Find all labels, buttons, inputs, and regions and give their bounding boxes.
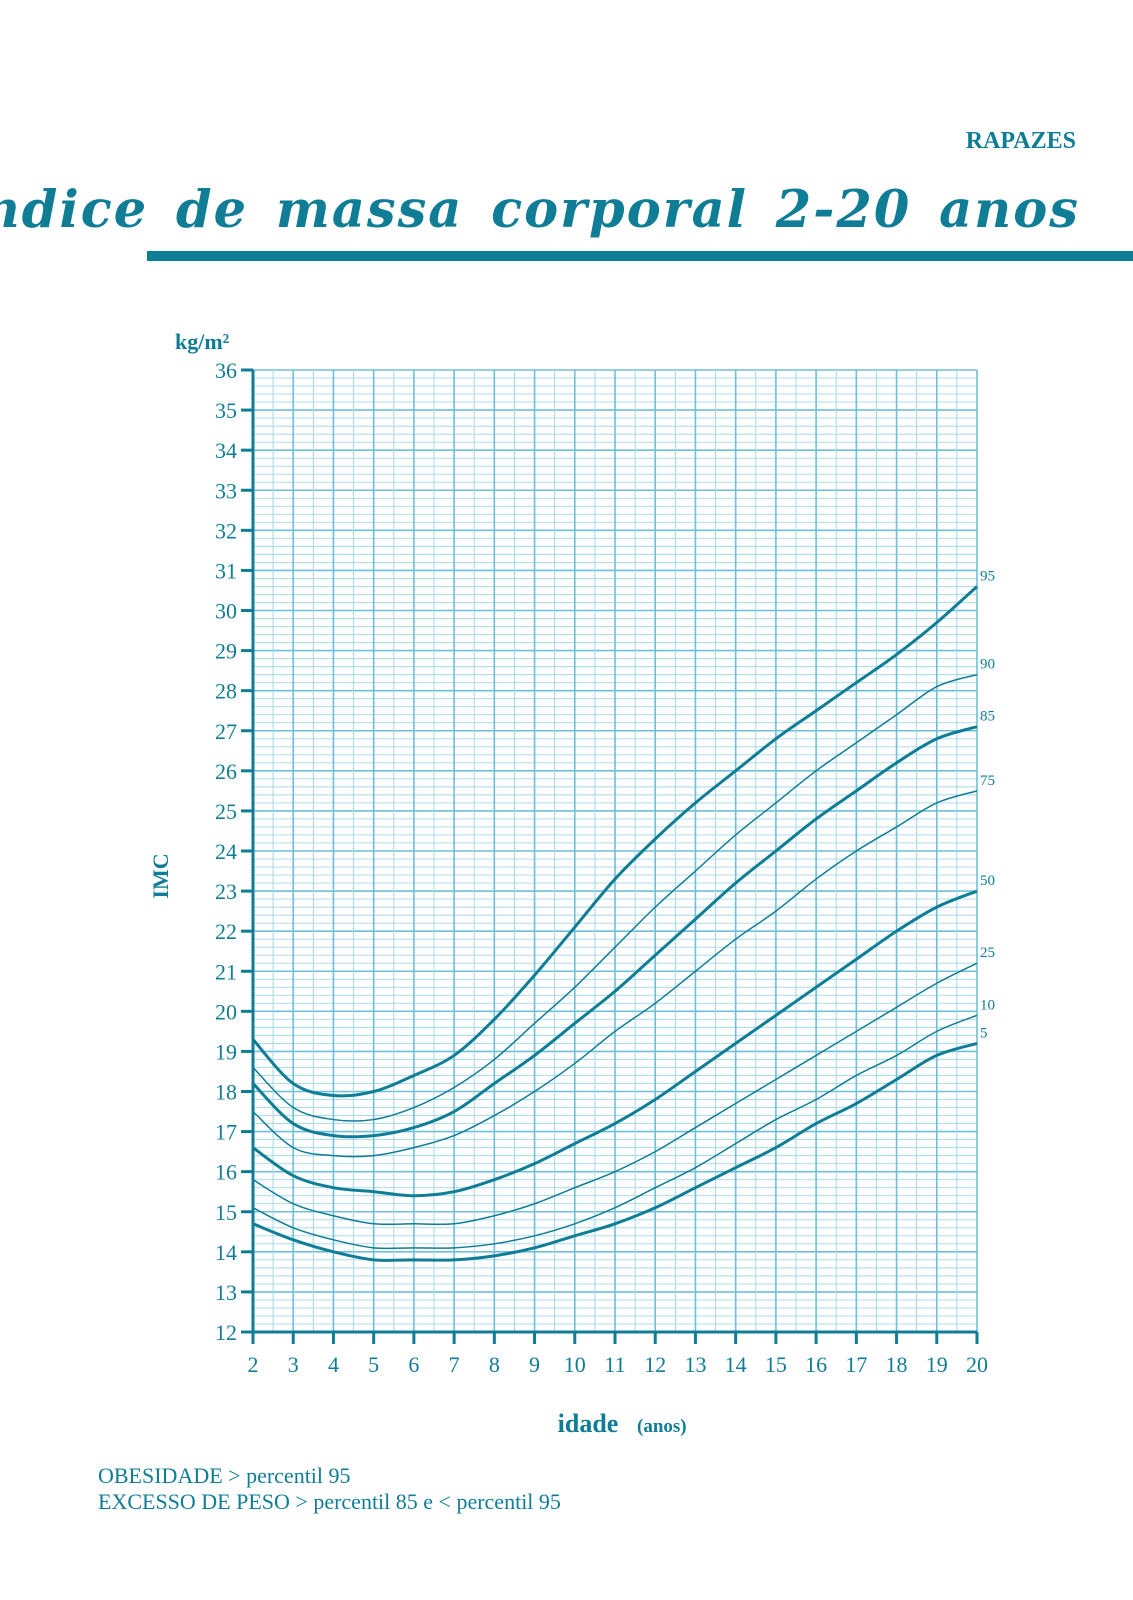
x-tick-label: 19 <box>926 1352 948 1377</box>
percentile-95-label: 95 <box>980 568 995 584</box>
percentile-5-label: 5 <box>980 1025 988 1041</box>
y-tick-label: 12 <box>215 1320 237 1345</box>
obesity-note: OBESIDADE > percentil 95 <box>98 1463 351 1488</box>
x-tick-label: 8 <box>489 1352 500 1377</box>
percentile-75-label: 75 <box>980 773 995 789</box>
y-tick-label: 34 <box>215 438 237 463</box>
y-tick-label: 20 <box>215 999 237 1024</box>
x-tick-label: 13 <box>684 1352 706 1377</box>
y-tick-label: 36 <box>215 358 237 383</box>
y-tick-label: 22 <box>215 919 237 944</box>
x-tick-label: 9 <box>529 1352 540 1377</box>
y-tick-label: 29 <box>215 639 237 664</box>
y-tick-label: 15 <box>215 1200 237 1225</box>
percentile-10-line <box>252 1014 978 1250</box>
x-tick-label: 15 <box>765 1352 787 1377</box>
chart-lines <box>251 585 979 1262</box>
x-tick-label: 3 <box>288 1352 299 1377</box>
y-tick-label: 21 <box>215 959 237 984</box>
y-tick-label: 27 <box>215 719 237 744</box>
x-tick-label: 10 <box>564 1352 586 1377</box>
overweight-note: EXCESSO DE PESO > percentil 85 e < perce… <box>98 1489 561 1514</box>
title-divider <box>147 251 1133 261</box>
percentile-90-line <box>252 673 978 1122</box>
y-tick-label: 32 <box>215 518 237 543</box>
y-tick-label: 23 <box>215 879 237 904</box>
percentile-25-line <box>252 962 978 1226</box>
x-tick-label: 20 <box>966 1352 988 1377</box>
y-tick-label: 25 <box>215 799 237 824</box>
y-tick-label: 14 <box>215 1240 237 1265</box>
percentile-75-line <box>252 790 978 1158</box>
y-tick-label: 13 <box>215 1280 237 1305</box>
y-tick-label: 33 <box>215 478 237 503</box>
x-tick-label: 12 <box>644 1352 666 1377</box>
percentile-50-label: 50 <box>980 873 995 889</box>
x-tick-label: 2 <box>248 1352 259 1377</box>
y-tick-label: 16 <box>215 1160 237 1185</box>
x-tick-label: 14 <box>725 1352 747 1377</box>
percentile-10-label: 10 <box>980 997 995 1013</box>
chart-title: índice de massa corporal 2-20 anos <box>0 180 1080 240</box>
y-tick-label: 24 <box>215 839 237 864</box>
y-tick-label: 30 <box>215 599 237 624</box>
chart-grid <box>252 369 978 1333</box>
x-tick-label: 5 <box>368 1352 379 1377</box>
y-tick-label: 17 <box>215 1120 237 1145</box>
percentile-25-label: 25 <box>980 945 995 961</box>
y-tick-label: 35 <box>215 398 237 423</box>
y-tick-label: 18 <box>215 1080 237 1105</box>
percentile-5-line <box>252 1041 978 1262</box>
x-tick-label: 7 <box>449 1352 460 1377</box>
percentile-85-label: 85 <box>980 709 995 725</box>
x-tick-label: 4 <box>328 1352 339 1377</box>
y-tick-label: 28 <box>215 679 237 704</box>
y-axis-unit: kg/m² <box>175 329 230 354</box>
x-tick-label: 11 <box>604 1352 625 1377</box>
y-tick-label: 19 <box>215 1039 237 1064</box>
y-axis-label: IMC <box>148 853 173 898</box>
x-axis-label: idade <box>558 1409 619 1438</box>
y-tick-label: 31 <box>215 558 237 583</box>
y-tick-label: 26 <box>215 759 237 784</box>
percentile-90-label: 90 <box>980 657 995 673</box>
x-axis-unit: (anos) <box>637 1416 687 1437</box>
percentile-85-line <box>251 725 978 1139</box>
percentile-50-line <box>252 889 978 1198</box>
x-tick-label: 17 <box>845 1352 867 1377</box>
x-tick-label: 16 <box>805 1352 827 1377</box>
x-tick-label: 18 <box>886 1352 908 1377</box>
chart-axes: 1213141516171819202122232425262728293031… <box>215 358 988 1377</box>
percentile-95-line <box>251 585 979 1098</box>
chart-labels: 95 90 85 75 50 25 10 5 <box>980 568 995 1041</box>
gender-label: RAPAZES <box>965 128 1076 154</box>
x-tick-label: 6 <box>408 1352 419 1377</box>
